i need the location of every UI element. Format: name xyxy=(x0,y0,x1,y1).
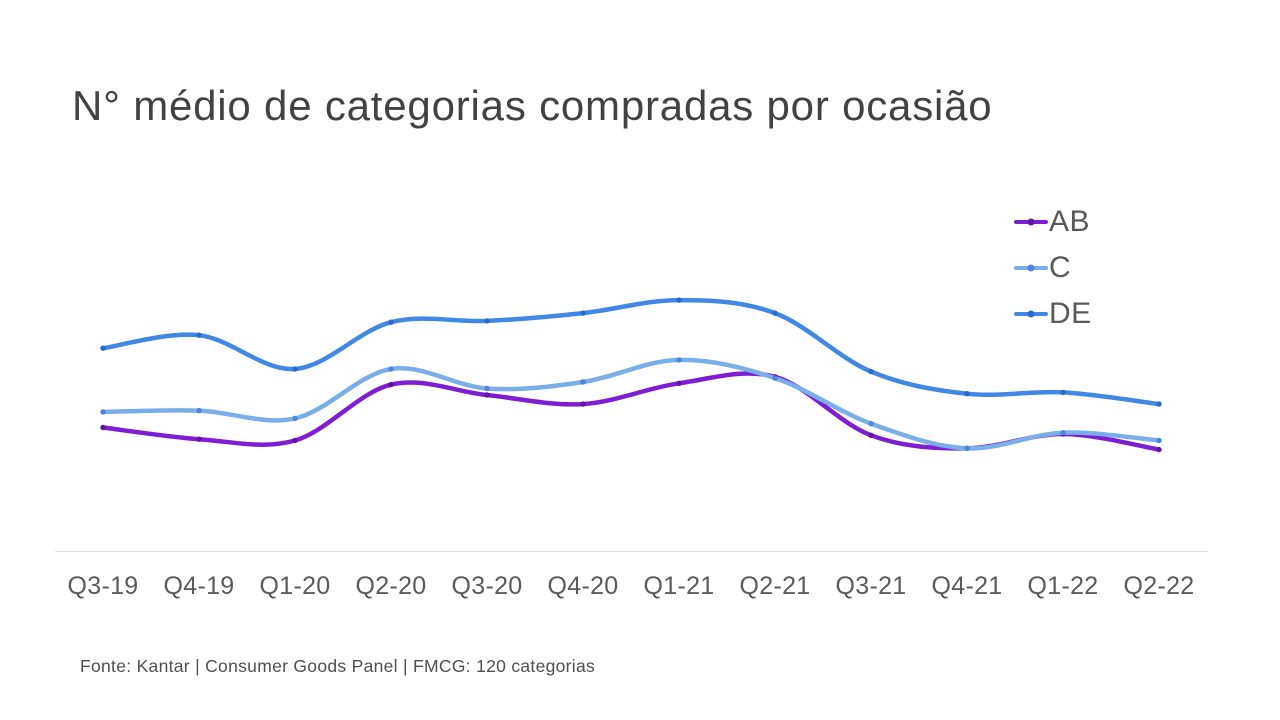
x-axis-label: Q1-20 xyxy=(259,572,331,600)
data-point-marker-de xyxy=(772,310,778,316)
data-point-marker-ab xyxy=(388,381,394,388)
data-point-marker-ab xyxy=(868,432,874,438)
x-axis-labels: Q3-19 Q4-19 Q1-20 Q2-20 Q3-20 Q4-20 Q1-2… xyxy=(55,572,1207,601)
data-point-marker-ab xyxy=(484,392,490,398)
x-axis-label: Q4-21 xyxy=(931,572,1003,600)
legend-swatch-de-line xyxy=(1014,310,1048,318)
data-point-marker-de xyxy=(964,391,970,397)
x-axis-label: Q4-19 xyxy=(163,572,235,600)
data-point-marker-de xyxy=(1060,389,1066,396)
data-point-marker-c xyxy=(868,420,874,427)
legend-marker-dot-ab xyxy=(1027,218,1035,226)
data-point-marker-c xyxy=(484,385,490,392)
x-axis-label: Q1-21 xyxy=(643,572,715,600)
data-point-marker-c xyxy=(964,445,970,451)
legend-label-de: DE xyxy=(1049,297,1092,330)
series-line-de xyxy=(100,297,1162,407)
chart-legend: AB C DE xyxy=(1014,205,1092,331)
data-point-marker-c xyxy=(100,409,106,415)
legend-item-ab: AB xyxy=(1014,205,1092,239)
series-line-c xyxy=(100,357,1162,451)
data-point-marker-de xyxy=(676,297,682,303)
x-axis-label: Q3-19 xyxy=(67,572,139,600)
data-point-marker-de xyxy=(100,345,106,351)
legend-label-c: C xyxy=(1049,251,1072,284)
legend-marker-dot-c xyxy=(1027,264,1035,272)
data-point-marker-ab xyxy=(676,380,682,386)
data-point-marker-c xyxy=(196,407,202,414)
series-line-ab xyxy=(100,371,1162,452)
data-point-marker-c xyxy=(580,379,586,385)
data-point-marker-c xyxy=(292,415,298,422)
legend-label-ab: AB xyxy=(1049,205,1091,238)
x-axis-label: Q3-21 xyxy=(835,572,907,600)
x-axis-label: Q1-22 xyxy=(1027,572,1099,600)
data-point-marker-de xyxy=(1156,401,1162,407)
data-point-marker-ab xyxy=(292,437,298,444)
chart-title: N° médio de categorias compradas por oca… xyxy=(72,82,993,129)
legend-item-c: C xyxy=(1014,251,1092,285)
data-point-marker-c xyxy=(1060,430,1066,436)
x-axis-label: Q2-22 xyxy=(1123,572,1195,600)
x-axis-label: Q3-20 xyxy=(451,572,523,600)
data-point-marker-de xyxy=(292,366,298,372)
data-point-marker-ab xyxy=(1156,446,1162,453)
data-point-marker-de xyxy=(484,318,490,324)
legend-swatch-c-line xyxy=(1014,264,1048,272)
data-point-marker-c xyxy=(772,375,778,381)
legend-marker-dot-de xyxy=(1027,310,1035,318)
legend-swatch-ab-line xyxy=(1014,218,1048,226)
data-point-marker-ab xyxy=(100,424,106,431)
data-point-marker-de xyxy=(868,368,874,375)
legend-item-de: DE xyxy=(1014,297,1092,331)
data-point-marker-de xyxy=(196,332,202,338)
data-point-marker-de xyxy=(580,310,586,316)
data-point-marker-ab xyxy=(580,401,586,407)
data-point-marker-c xyxy=(676,357,682,363)
data-point-marker-c xyxy=(388,366,394,372)
source-note: Fonte: Kantar | Consumer Goods Panel | F… xyxy=(80,656,596,676)
x-axis-label: Q2-21 xyxy=(739,572,811,600)
x-axis-baseline xyxy=(55,551,1208,552)
x-axis-label: Q2-20 xyxy=(355,572,427,600)
data-point-marker-de xyxy=(388,319,394,325)
data-point-marker-c xyxy=(1156,437,1162,444)
x-axis-label: Q4-20 xyxy=(547,572,619,600)
data-point-marker-ab xyxy=(196,436,202,442)
